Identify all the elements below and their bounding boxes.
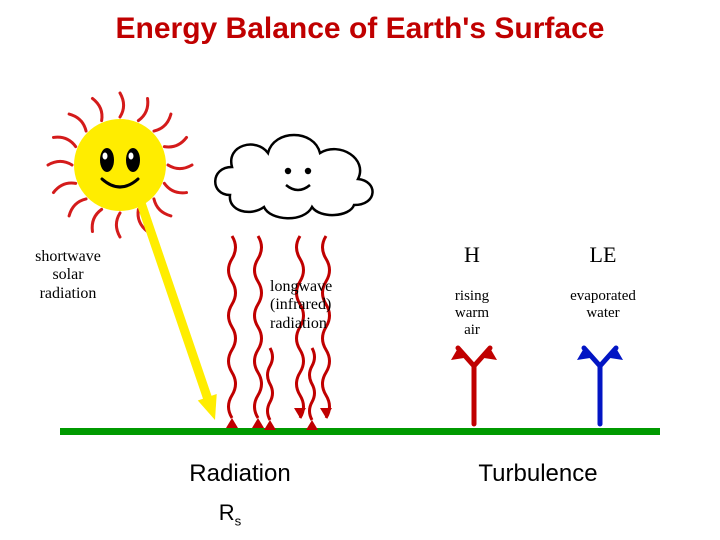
turbulence-label: Turbulence [448,460,628,488]
rs-main: R [219,500,235,525]
le-arrow [0,0,720,540]
rs-label: Rs [200,500,260,528]
radiation-label: Radiation [160,460,320,488]
rs-sub: s [235,513,242,528]
